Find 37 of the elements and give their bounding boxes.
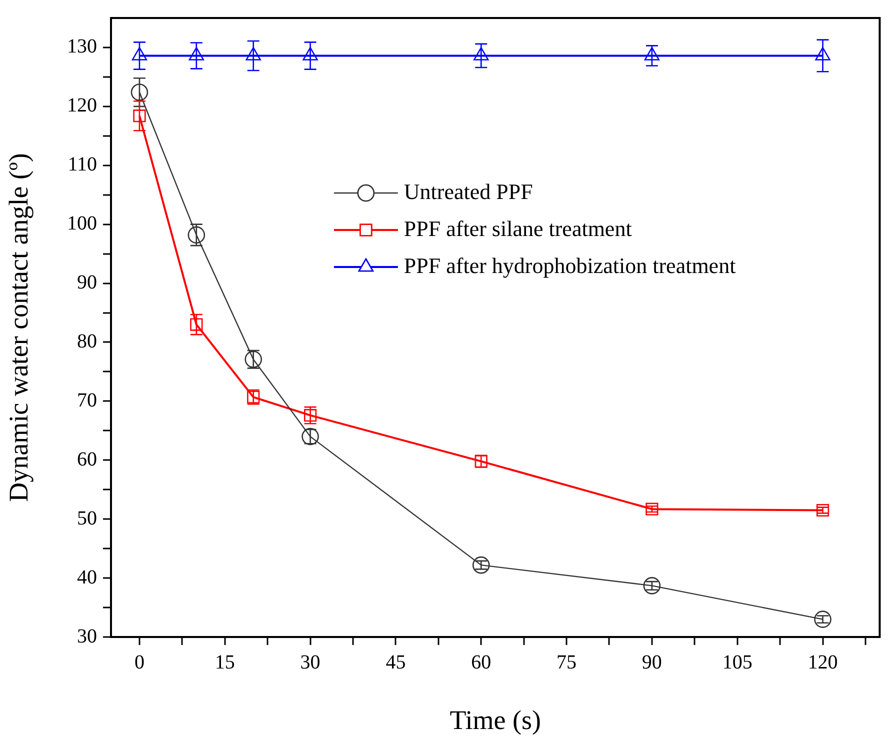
y-tick-label: 70	[77, 389, 97, 412]
y-tick-label: 30	[77, 625, 97, 648]
y-tick-label: 100	[67, 212, 97, 235]
y-tick-label: 120	[67, 94, 97, 117]
legend-label: Untreated PPF	[404, 178, 533, 204]
x-tick-label: 75	[556, 651, 577, 674]
point	[815, 47, 830, 60]
point	[302, 47, 318, 60]
legend-label: PPF after silane treatment	[404, 216, 632, 241]
x-axis-title: Time (s)	[450, 704, 541, 735]
point	[474, 47, 489, 60]
point	[646, 502, 658, 516]
point	[190, 318, 203, 331]
x-tick-label: 15	[214, 651, 235, 674]
point	[472, 556, 490, 574]
point	[188, 47, 204, 60]
point	[814, 610, 832, 628]
point	[246, 47, 261, 60]
x-tick-label: 90	[642, 651, 662, 674]
y-axis-title: Dynamic water contact angle (º)	[3, 153, 34, 502]
x-tick-label: 105	[722, 651, 752, 674]
point	[132, 47, 148, 60]
y-tick-label: 40	[77, 566, 97, 588]
y-tick-label: 90	[77, 272, 97, 294]
point	[643, 577, 661, 594]
x-tick-label: 0	[134, 651, 144, 674]
legend-label: PPF after hydrophobization treatment	[404, 252, 736, 278]
y-tick-label: 50	[77, 507, 97, 530]
x-tick-label: 30	[300, 651, 320, 674]
y-tick-label: 110	[68, 154, 97, 176]
point	[644, 47, 660, 60]
x-tick-label: 60	[471, 651, 492, 674]
y-tick-label: 60	[77, 448, 97, 470]
x-tick-label: 45	[386, 651, 406, 674]
y-tick-label: 130	[67, 36, 97, 58]
x-tick-label: 120	[808, 651, 838, 674]
y-tick-label: 80	[77, 330, 97, 352]
